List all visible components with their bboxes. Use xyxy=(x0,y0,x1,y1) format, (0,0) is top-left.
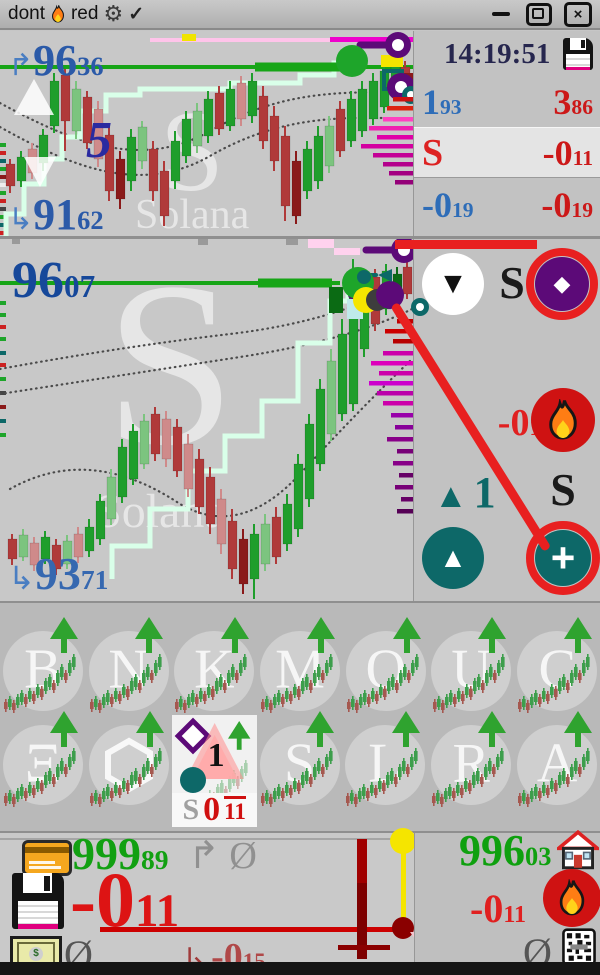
alert-connector-top xyxy=(395,240,537,249)
side-letter-2: S xyxy=(550,464,576,515)
window-title-left: dont xyxy=(8,3,45,24)
position-side: S xyxy=(422,131,444,174)
zero-line xyxy=(100,927,396,932)
marker-line xyxy=(401,847,406,929)
stats-row-counts: 193 386 xyxy=(422,82,593,122)
symbol-thumb-1-2[interactable]: K xyxy=(171,617,257,721)
ledger-icon[interactable] xyxy=(561,928,597,966)
add-position-button[interactable]: + xyxy=(535,530,591,586)
alert-value: S 0 11 xyxy=(171,791,257,828)
top-stats-panel: 14:19:51 193 386 S -011 -019 -019 xyxy=(413,31,600,236)
alert-number: 1 xyxy=(207,737,225,774)
house-icon xyxy=(553,828,600,872)
close-button[interactable]: × xyxy=(564,1,592,27)
save-session-icon[interactable] xyxy=(12,873,64,929)
title-bar: dont red ⚙ ✓ × xyxy=(0,0,600,30)
diamond-button[interactable]: ◆ xyxy=(535,257,589,311)
symbol-thumb-1-3[interactable]: M xyxy=(257,617,343,721)
top-chart-canvas xyxy=(0,32,413,236)
buy-up-button[interactable]: ▲ xyxy=(422,527,484,589)
open-loss-value: -011 xyxy=(470,886,527,931)
save-icon[interactable] xyxy=(563,38,593,70)
fire-button-small[interactable] xyxy=(543,869,600,927)
up-arrow-icon xyxy=(227,721,252,753)
main-chart-canvas xyxy=(0,239,413,599)
top-chart[interactable]: S Solana ↱9636 5 ↳9162 xyxy=(0,31,413,239)
window-title-right: red xyxy=(70,3,99,24)
equity-panel: 99603 -011 Ø xyxy=(414,826,600,975)
symbol-thumb-2-3[interactable]: S xyxy=(257,711,343,815)
symbol-thumb-2-6[interactable]: A xyxy=(514,711,600,815)
account-bar: 99989 ↱ Ø -011 $ Ø ↳-015 99603 xyxy=(0,826,600,975)
symbol-thumb-2-1[interactable] xyxy=(86,711,172,815)
stats-row-pnl: -019 -019 xyxy=(422,185,593,225)
symbol-thumb-2-0[interactable]: Ξ xyxy=(0,711,86,815)
symbol-thumb-1-0[interactable]: B xyxy=(0,617,86,721)
equity-value: 99603 xyxy=(459,826,552,875)
gear-icon[interactable]: ⚙ xyxy=(103,1,124,26)
plus-icon: + xyxy=(550,534,576,581)
symbol-thumb-2-2[interactable]: 1 S 0 11 xyxy=(171,715,257,828)
clock: 14:19:51 xyxy=(444,37,551,70)
fire-icon xyxy=(559,879,585,916)
fire-button[interactable] xyxy=(531,388,595,452)
check-icon[interactable]: ✓ xyxy=(128,3,145,25)
symbol-thumb-1-5[interactable]: U xyxy=(429,617,515,721)
quantity-label: ▲ 1 xyxy=(434,468,496,517)
symbol-thumb-1-4[interactable]: O xyxy=(343,617,429,721)
stats-row-position: S -011 xyxy=(414,127,600,178)
marker-top-dot xyxy=(390,828,416,854)
balance-value: 99989 xyxy=(72,828,169,879)
taskbar-strip xyxy=(0,962,600,975)
trade-panel: ▼ S ◆ -011 ▲1 S ▲ + xyxy=(413,239,600,601)
symbol-thumb-2-4[interactable]: L xyxy=(342,711,428,815)
symbol-thumb-2-5[interactable]: R xyxy=(428,711,514,815)
symbol-thumb-1-1[interactable]: N xyxy=(86,617,172,721)
maximize-button[interactable] xyxy=(526,2,552,26)
symbol-thumb-1-6[interactable]: C xyxy=(514,617,600,721)
up-triangle-icon: ▲ xyxy=(439,542,467,573)
fire-icon xyxy=(549,399,577,440)
main-chart[interactable]: S Solana 9607 ↳9371 xyxy=(0,234,413,601)
diamond-icon: ◆ xyxy=(553,271,571,296)
credit-card-icon xyxy=(22,840,72,876)
fire-icon xyxy=(50,4,66,24)
entry-dot xyxy=(179,767,206,793)
down-triangle-icon: ▼ xyxy=(438,267,468,300)
close-position-button[interactable]: ▼ xyxy=(422,253,484,315)
marker-bottom-dot xyxy=(392,917,414,939)
side-letter: S xyxy=(499,257,525,308)
minimize-button[interactable] xyxy=(488,3,514,25)
